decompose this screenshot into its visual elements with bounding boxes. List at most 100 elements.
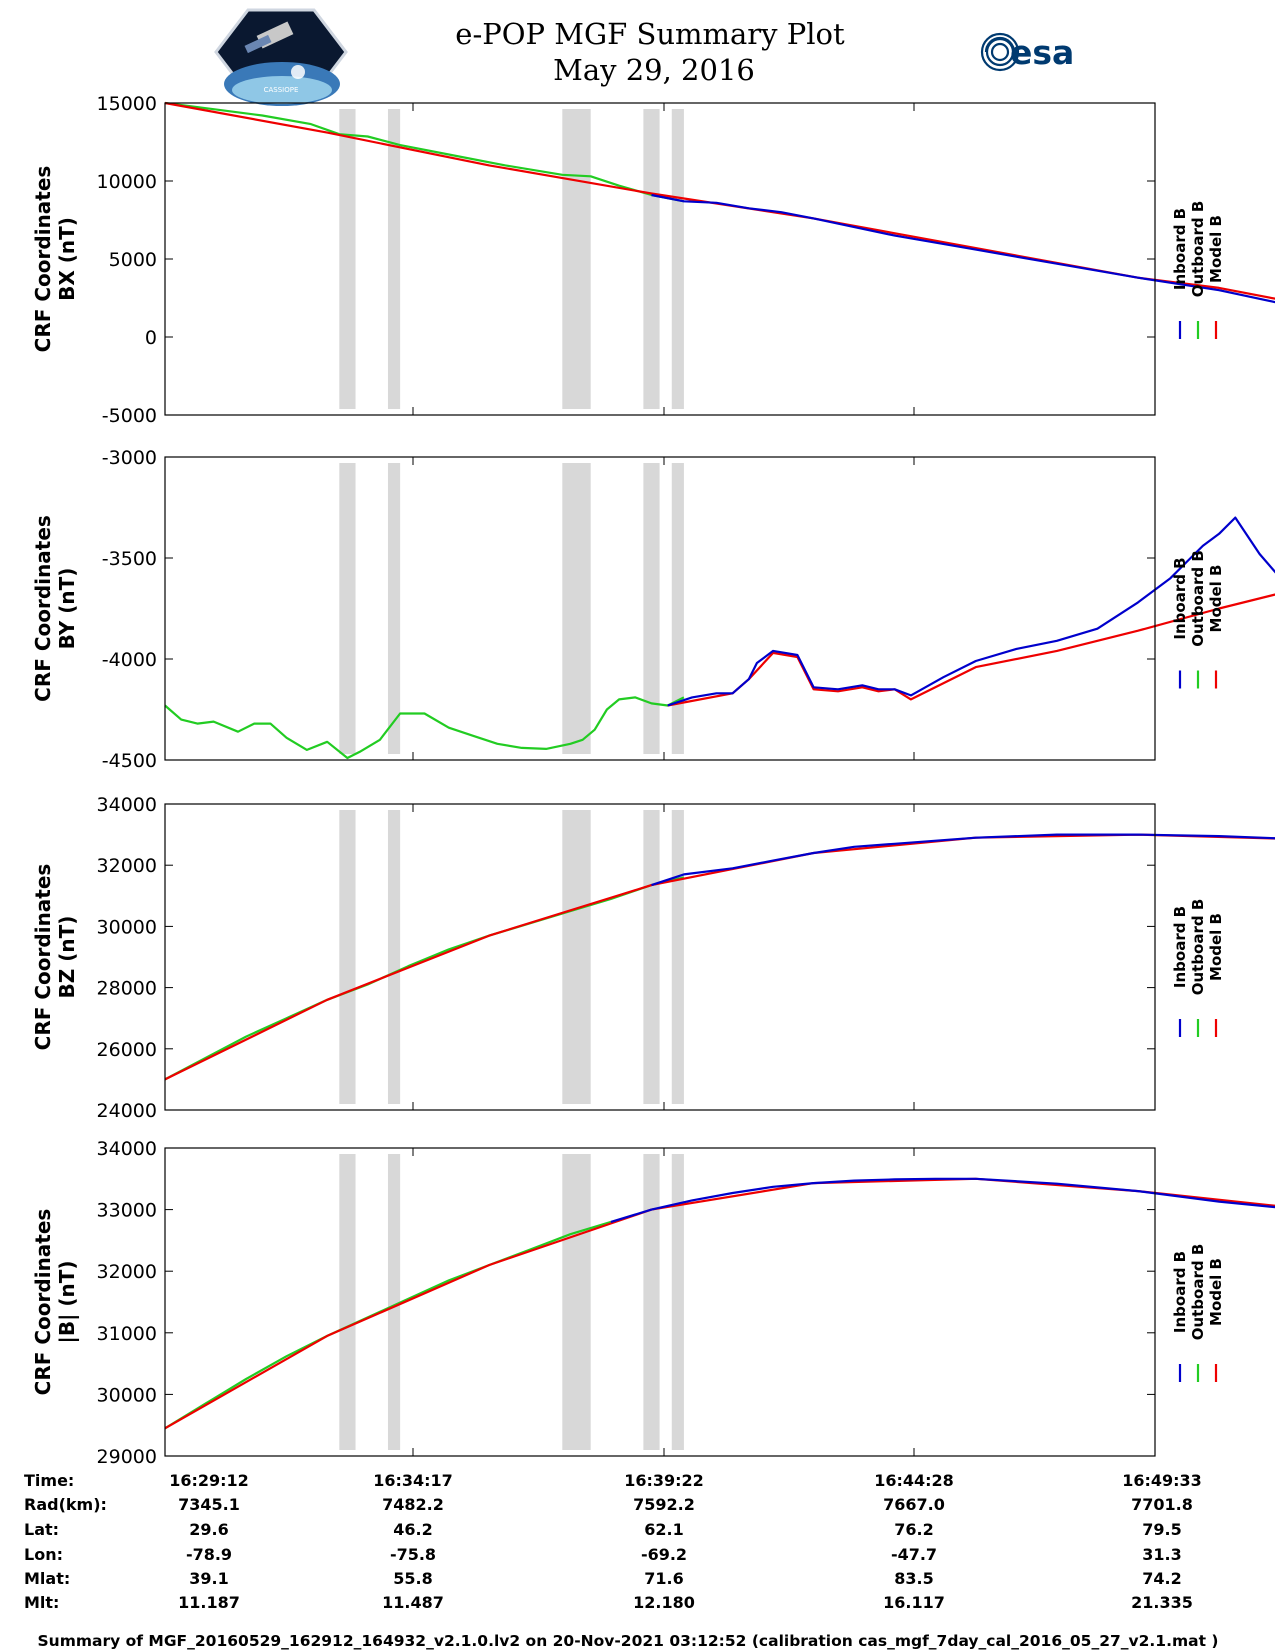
y-tick-label: 28000 — [97, 978, 157, 1000]
info-cell: 16:29:12 — [169, 1471, 249, 1490]
info-cell: 16:44:28 — [874, 1471, 954, 1490]
info-table: Time: Rad(km): Lat: Lon: Mlat: Mlt: 16:29:12 73… — [24, 1471, 1202, 1612]
info-cell: -69.2 — [641, 1545, 687, 1564]
info-row-label: Mlt: — [24, 1593, 59, 1612]
panel-4: 29000 30000 31000 32000 33000 34000 CRF Coordi… — [31, 1138, 1275, 1468]
legend-label: Outboard B — [1189, 1244, 1207, 1341]
series-inboard-b — [667, 516, 1275, 707]
data-gap-band — [562, 109, 591, 409]
info-cell: 71.6 — [644, 1569, 683, 1588]
y-tick-label: 30000 — [97, 1384, 157, 1406]
y-tick-label: 0 — [145, 327, 157, 349]
info-cell: -78.9 — [186, 1545, 232, 1564]
chart-date: May 29, 2016 — [553, 53, 755, 87]
legend-label: Outboard B — [1189, 201, 1207, 298]
info-cell: 83.5 — [894, 1569, 933, 1588]
info-cell: 46.2 — [393, 1520, 432, 1539]
data-gap-band — [671, 1154, 684, 1450]
y-tick-label: -5000 — [102, 405, 157, 427]
data-gap-band — [339, 463, 356, 754]
y-axis-label: CRF CoordinatesBX (nT) — [31, 166, 79, 353]
info-cell: 11.187 — [178, 1593, 240, 1612]
info-cell: 16:49:33 — [1122, 1471, 1202, 1490]
esa-logo-text: esa — [1010, 33, 1074, 72]
data-gap-band — [387, 810, 401, 1104]
info-cell: 7345.1 — [178, 1495, 240, 1514]
y-tick-label: 15000 — [97, 93, 157, 115]
legend: Inboard B Outboard B Model B — [1171, 1244, 1225, 1382]
y-tick-label: 5000 — [109, 249, 157, 271]
info-cell: -47.7 — [891, 1545, 937, 1564]
data-gap-band — [562, 1154, 591, 1450]
y-axis-label-line: CRF Coordinates — [31, 166, 55, 353]
legend-label: Inboard B — [1171, 1251, 1189, 1333]
y-axis-label-line: BY (nT) — [55, 568, 79, 650]
footer-text: Summary of MGF_20160529_162912_164932_v2… — [38, 1632, 1219, 1650]
y-axis-label-line: CRF Coordinates — [31, 515, 55, 702]
data-gap-band — [339, 810, 356, 1104]
info-cell: 21.335 — [1131, 1593, 1193, 1612]
y-tick-label: 10000 — [97, 171, 157, 193]
y-axis-label: CRF Coordinates|B| (nT) — [31, 1209, 79, 1396]
info-row-label: Lat: — [24, 1520, 59, 1539]
y-axis-label-line: |B| (nT) — [55, 1261, 79, 1344]
mission-logo: CASSIOPE — [214, 8, 348, 106]
series-model-b — [164, 833, 1275, 1081]
plot-frame — [164, 456, 1156, 761]
info-row-label: Mlat: — [24, 1569, 70, 1588]
data-gap-band — [387, 1154, 401, 1450]
y-tick-label: -3500 — [102, 548, 157, 570]
mission-logo-text: CASSIOPE — [264, 86, 299, 94]
series-outboard-b — [164, 101, 685, 203]
legend-label: Inboard B — [1171, 906, 1189, 988]
info-cell: 16.117 — [883, 1593, 945, 1612]
esa-logo: esa — [980, 32, 1074, 72]
info-cell: 31.3 — [1142, 1545, 1181, 1564]
data-gap-band — [643, 1154, 660, 1450]
info-cell: 62.1 — [644, 1520, 683, 1539]
legend: Inboard B Outboard B Model B — [1171, 899, 1225, 1037]
y-axis-label: CRF CoordinatesBY (nT) — [31, 515, 79, 702]
y-tick-label: -4000 — [102, 649, 157, 671]
esa-swirl-icon — [980, 32, 1020, 72]
legend: Inboard B Outboard B Model B — [1171, 201, 1225, 339]
info-cell: 29.6 — [189, 1520, 228, 1539]
plot-frame — [164, 803, 1156, 1111]
data-gap-band — [643, 463, 660, 754]
data-gap-band — [643, 810, 660, 1104]
y-tick-label: 32000 — [97, 855, 157, 877]
y-tick-label: -4500 — [102, 750, 157, 772]
legend-label: Model B — [1207, 565, 1225, 633]
legend-label: Model B — [1207, 215, 1225, 283]
y-axis-label-line: CRF Coordinates — [31, 864, 55, 1051]
info-cell: 55.8 — [393, 1569, 432, 1588]
info-cell: 16:34:17 — [373, 1471, 453, 1490]
series-inboard-b — [651, 833, 1275, 887]
y-tick-label: 30000 — [97, 916, 157, 938]
panel-1: -5000 0 5000 10000 15000 CRF CoordinatesBX (n… — [31, 93, 1275, 427]
series-model-b — [164, 1177, 1275, 1430]
series-inboard-b — [651, 193, 1275, 304]
data-gap-band — [339, 109, 356, 409]
y-tick-label: 29000 — [97, 1446, 157, 1468]
info-cell: -75.8 — [390, 1545, 436, 1564]
data-gap-band — [339, 1154, 356, 1450]
legend: Inboard B Outboard B Model B — [1171, 550, 1225, 689]
series-outboard-b — [164, 876, 685, 1081]
info-cell: 79.5 — [1142, 1520, 1181, 1539]
info-row-label: Time: — [24, 1471, 74, 1490]
legend-label: Inboard B — [1171, 557, 1189, 639]
data-gap-band — [643, 109, 660, 409]
info-cell: 74.2 — [1142, 1569, 1181, 1588]
y-axis-label-line: CRF Coordinates — [31, 1209, 55, 1396]
info-cell: 16:39:22 — [624, 1471, 704, 1490]
chart-title: e-POP MGF Summary Plot — [455, 17, 845, 51]
plot-frame — [164, 1147, 1156, 1457]
legend-label: Model B — [1207, 1258, 1225, 1326]
legend-label: Model B — [1207, 913, 1225, 981]
series-outboard-b — [164, 1220, 612, 1430]
plot-frame — [164, 102, 1156, 416]
legend-label: Outboard B — [1189, 899, 1207, 996]
data-gap-band — [671, 109, 684, 409]
info-cell: 11.487 — [382, 1593, 444, 1612]
